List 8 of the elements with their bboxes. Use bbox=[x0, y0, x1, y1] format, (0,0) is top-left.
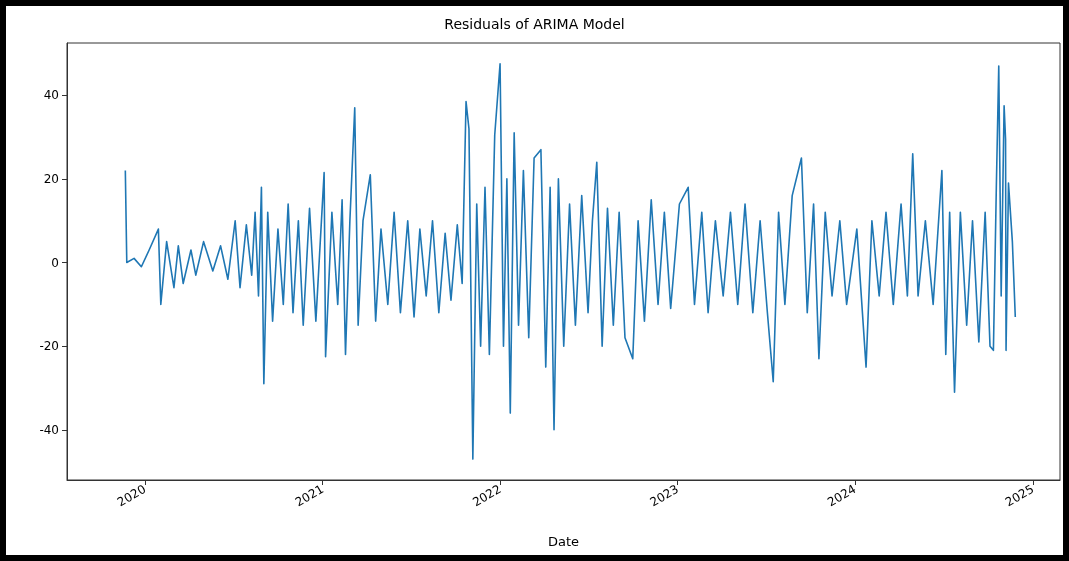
y-tick-label: 40 bbox=[43, 88, 59, 103]
chart-title: Residuals of ARIMA Model bbox=[444, 16, 625, 32]
y-tick-label: -40 bbox=[39, 422, 59, 437]
y-tick-label: 20 bbox=[43, 171, 59, 186]
x-axis-title: Date bbox=[547, 534, 580, 549]
line-series bbox=[124, 63, 1017, 460]
y-tick-label: 0 bbox=[51, 255, 59, 270]
y-tick-label: -20 bbox=[39, 339, 59, 354]
